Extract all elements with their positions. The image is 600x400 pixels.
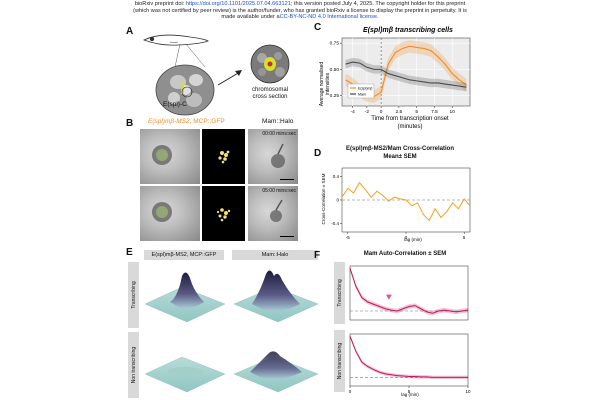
x-tick-label: 10 <box>450 109 456 115</box>
panel-b-title-gray: Mam::Halo <box>262 118 294 125</box>
surface-nontranscribing-mcp <box>144 356 226 393</box>
legend-label-0: E(spl)mβ <box>358 87 372 91</box>
panel-a-label: A <box>126 26 134 37</box>
timestamp-1: 00:00 mins:sec <box>262 131 296 137</box>
scale-bar-2 <box>280 235 294 237</box>
chart-c-title: E(spl)mβ transcribing cells <box>363 27 453 34</box>
series-0-sem-band <box>350 266 468 316</box>
x-tick-label: -5 <box>346 235 350 240</box>
panel-e-row2-label: Non transcribing <box>130 346 137 384</box>
panel-b-title-orange: E(spl)mβ-MS2, <box>148 118 192 125</box>
panel-b-title-mcp: MCP::GFP <box>193 118 225 125</box>
header-line3-prefix: made available under a <box>221 14 280 20</box>
micrograph-r2-mcp <box>202 186 245 241</box>
cross-section-caption-line1: chromosomal <box>251 87 288 93</box>
y-tick-label: 0.4 <box>333 174 340 179</box>
chart-f-nontranscribing: lag (min) 0 5 10 <box>349 333 471 397</box>
panel-e-label: E <box>126 247 133 258</box>
x-tick-label: 0 <box>349 389 352 394</box>
preprint-header: bioRxiv preprint doi: https://doi.org/10… <box>125 1 475 21</box>
chart-c-xlabel-1: Time from transcription onset <box>371 116 449 122</box>
header-line1-suffix: ; this version posted July 4, 2025. The … <box>290 1 466 7</box>
panel-e-row1-label: Transcribing <box>130 281 137 309</box>
panel-b-label: B <box>126 118 134 129</box>
surface-transcribing-mam <box>233 270 319 323</box>
panel-a-illustration <box>142 34 290 116</box>
timestamp-2: 05:00 mins:sec <box>262 188 296 194</box>
series-0-line <box>341 181 471 222</box>
x-tick-label: 5 <box>408 389 411 394</box>
header-line2: (which was not certified by peer review)… <box>133 7 467 14</box>
x-tick-label: 10 <box>465 389 471 394</box>
cross-section-caption-line2: cross section <box>252 94 288 100</box>
panel-f-row2-header: Non transcribing <box>334 330 345 392</box>
y-tick-label: 0.50 <box>330 67 340 73</box>
panel-e-row1-header: Transcribing <box>128 262 139 328</box>
chart-c-ylabel-1: Average normalised <box>319 62 325 107</box>
header-line1-prefix: bioRxiv preprint doi: <box>134 1 186 7</box>
chart-f-title: Mam Auto-Correlation ± SEM <box>363 251 447 257</box>
chart-d-title-line1: E(spl)mβ-MS2/Mam Cross-Correlation <box>345 146 454 152</box>
micrograph-r2-gray <box>140 186 200 241</box>
legend-label-1: Mam <box>358 93 366 97</box>
micrograph-r2-mam: 05:00 mins:sec <box>248 186 298 241</box>
doi-link[interactable]: https://doi.org/10.1101/2025.07.04.66312… <box>185 1 291 7</box>
y-tick-label: 0.25 <box>330 93 340 99</box>
series-0-line <box>349 335 468 378</box>
series-0-line <box>349 268 469 314</box>
panel-f-row1-label: Transcribing <box>336 279 343 307</box>
chart-c-ylabel-2: intensities <box>325 72 331 95</box>
x-tick-label: 0 <box>405 235 408 240</box>
panel-b-title: E(spl)mβ-MS2, MCP::GFP <box>148 118 225 125</box>
peak-marker-icon <box>385 294 392 300</box>
chart-d-title: E(spl)mβ-MS2/Mam Cross-Correlation Mean±… <box>330 145 470 161</box>
x-tick-label: 2.5 <box>396 109 403 115</box>
panel-d-label: D <box>314 148 322 159</box>
surface-plots <box>144 270 319 393</box>
chart-c-legend: E(spl)mβ Mam <box>347 83 375 99</box>
x-tick-label: -2 <box>365 109 370 115</box>
y-tick-label: 0 <box>336 198 339 203</box>
chart-f-transcribing <box>349 265 469 321</box>
y-tick-label: 0.75 <box>330 41 340 47</box>
panel-f-row2-label: Non transcribing <box>336 342 343 380</box>
panel-c-label: C <box>314 22 322 33</box>
panel-e-col1-header: E(spl)mβ-MS2, MCP::GFP <box>144 250 224 260</box>
chart-c: E(spl)mβ transcribing cells Average norm… <box>319 27 471 130</box>
x-tick-label: 5 <box>415 109 418 115</box>
license-link[interactable]: CC-BY-NC-ND 4.0 International license <box>279 14 377 20</box>
scale-bar-1 <box>280 178 294 180</box>
x-tick-label: 7.5 <box>431 109 438 115</box>
fish-larva-drawing <box>142 34 209 46</box>
chart-d-ylabel: Cross-Correlation ± SEM <box>321 173 326 224</box>
panel-f-label: F <box>314 250 321 261</box>
series-0-sem-band <box>350 334 468 380</box>
chart-f-xlabel: lag (min) <box>401 392 419 397</box>
x-tick-label: 5 <box>463 235 466 240</box>
locus-label: E(spl)-C <box>163 101 187 108</box>
surface-transcribing-mcp <box>144 272 226 323</box>
micrograph-r1-gray <box>140 129 200 184</box>
series-1-line <box>345 61 467 88</box>
y-tick-label: -0.4 <box>331 221 339 226</box>
x-tick-label: -4 <box>351 109 356 115</box>
cross-section-caption: chromosomal cross section <box>245 87 295 101</box>
chart-d-xlabel: lag (min) <box>404 237 422 242</box>
plot-frame <box>349 265 469 321</box>
panel-f-row1-header: Transcribing <box>334 262 345 324</box>
panel-e-row2-header: Non transcribing <box>128 332 139 398</box>
header-line3-suffix: . <box>377 14 379 20</box>
chart-c-xlabel-2: (minutes) <box>397 124 422 130</box>
chromosomal-cross-section <box>250 44 290 84</box>
tissue-section <box>155 64 215 116</box>
panel-e-col2-header: Mam::Halo <box>232 250 318 260</box>
micrograph-r1-mcp <box>202 129 245 184</box>
micrograph-r1-mam: 00:00 mins:sec <box>248 129 298 184</box>
x-tick-label: 0 <box>380 109 383 115</box>
chart-d-title-line2: Mean± SEM <box>383 154 417 160</box>
surface-nontranscribing-mam <box>233 351 319 393</box>
chart-d: Cross-Correlation ± SEM lag (min) -5 0 5 0.… <box>321 167 471 242</box>
